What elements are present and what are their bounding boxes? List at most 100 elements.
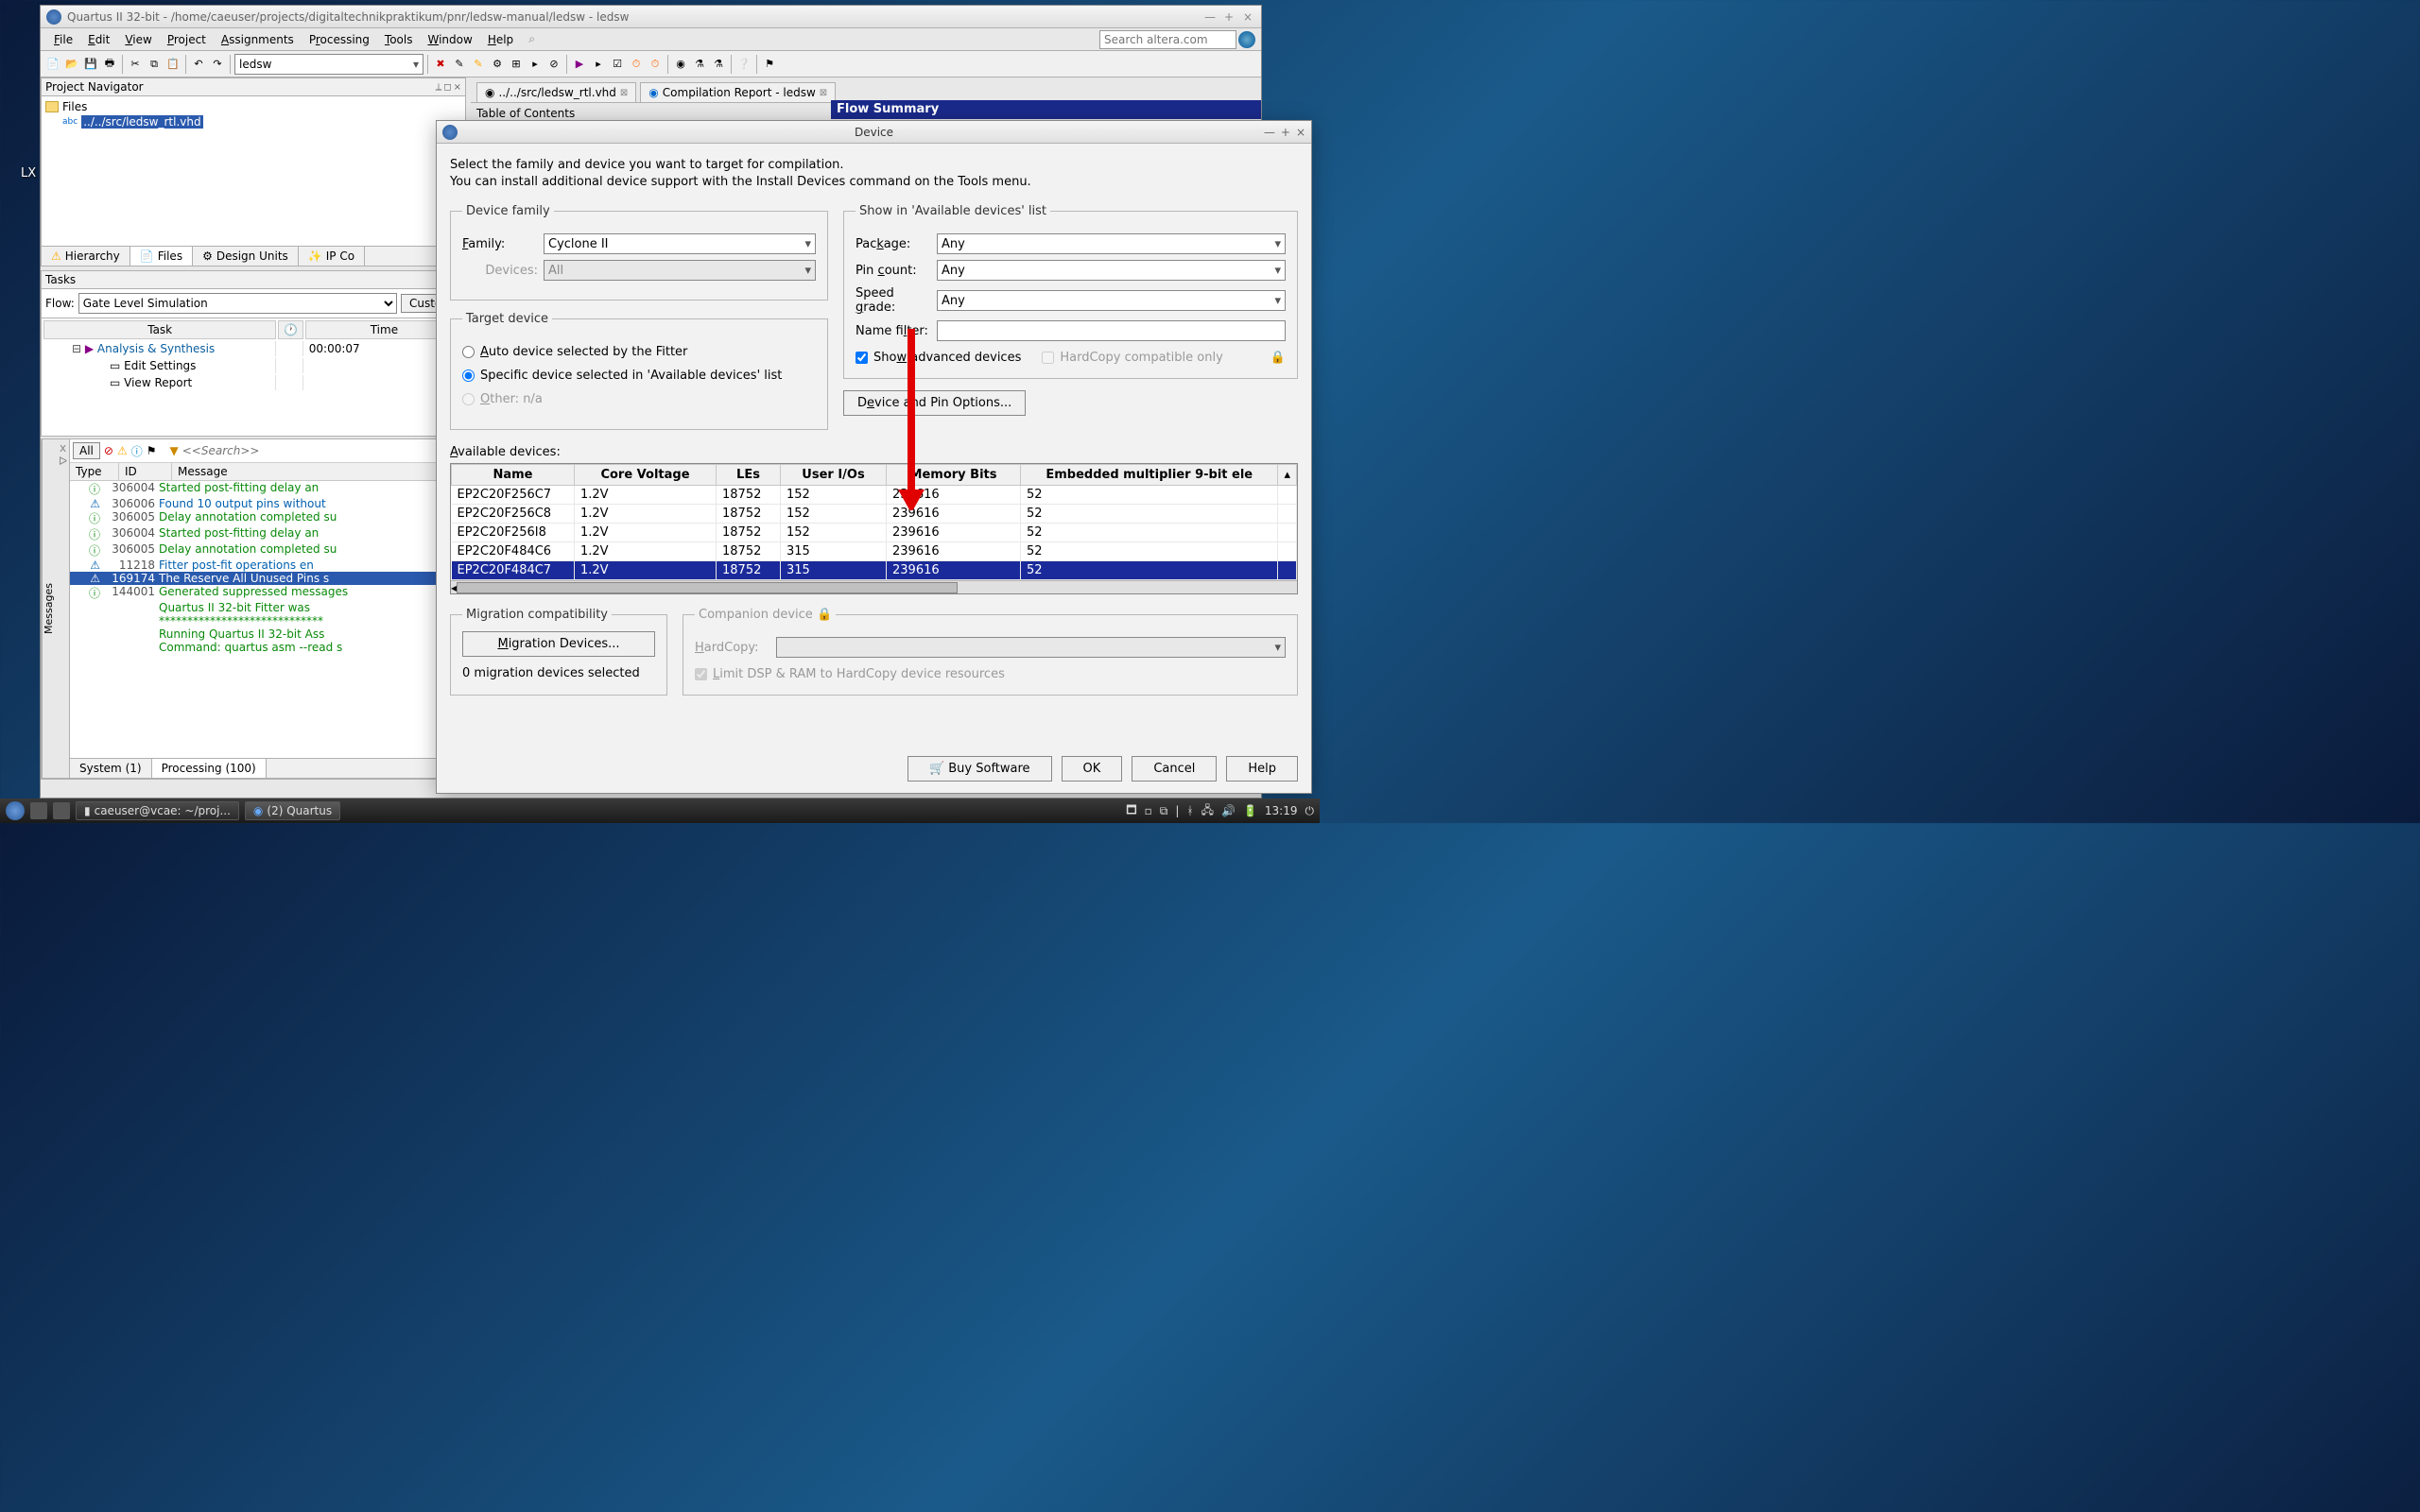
tb-ico-8[interactable]: ☑ bbox=[609, 56, 626, 73]
copy-icon[interactable]: ⧉ bbox=[146, 56, 163, 73]
project-tree[interactable]: Files abc../../src/ledsw_rtl.vhd bbox=[42, 96, 465, 132]
menu-assignments[interactable]: Assignments bbox=[214, 33, 302, 46]
flag-filter-icon[interactable]: ⚑ bbox=[147, 444, 157, 457]
menu-help[interactable]: Help bbox=[480, 33, 521, 46]
play-icon[interactable]: ▶ bbox=[571, 56, 588, 73]
new-icon[interactable]: 📄 bbox=[44, 56, 61, 73]
tb-ico-3[interactable]: ✎ bbox=[470, 56, 487, 73]
tab-processing[interactable]: Processing (100) bbox=[152, 759, 267, 778]
tb-ico-6[interactable]: ▸ bbox=[527, 56, 544, 73]
menu-file[interactable]: File bbox=[46, 33, 80, 46]
messages-all-button[interactable]: All bbox=[73, 442, 100, 459]
info-filter-icon[interactable]: ⓘ bbox=[131, 443, 143, 459]
flag-icon[interactable]: ⚑ bbox=[761, 56, 778, 73]
tab-close-icon[interactable]: ⊠ bbox=[620, 88, 628, 98]
tray-icon[interactable]: ⧉ bbox=[1160, 804, 1168, 818]
task-row[interactable]: ▭ Edit Settings bbox=[43, 358, 463, 373]
clock[interactable]: 13:19 bbox=[1265, 804, 1298, 817]
messages-list[interactable]: ⓘ306004Started post-fitting delay an⚠306… bbox=[70, 481, 465, 758]
speed-grade-select[interactable]: Any bbox=[937, 290, 1286, 311]
maximize-icon[interactable]: + bbox=[1221, 10, 1236, 24]
funnel-icon[interactable]: ▼ bbox=[170, 444, 179, 457]
menu-processing[interactable]: Processing bbox=[302, 33, 377, 46]
task-row[interactable]: ⊟ ▶ Analysis & Synthesis00:00:07 bbox=[43, 341, 463, 356]
tb-ico-2[interactable]: ✎ bbox=[451, 56, 468, 73]
close-icon[interactable]: × bbox=[1296, 126, 1305, 139]
tb-ico-1[interactable]: ✖ bbox=[432, 56, 449, 73]
start-menu-icon[interactable] bbox=[6, 801, 25, 820]
tb-ico-7[interactable]: ▸ bbox=[590, 56, 607, 73]
tab-hierarchy[interactable]: ⚠Hierarchy bbox=[42, 247, 130, 266]
flow-select[interactable]: Gate Level Simulation bbox=[78, 293, 397, 314]
volume-icon[interactable]: 🔊 bbox=[1221, 804, 1236, 817]
network-icon[interactable]: 🖧 bbox=[1201, 801, 1214, 821]
globe-icon[interactable] bbox=[1238, 31, 1255, 48]
migration-devices-button[interactable]: Migration Devices... bbox=[462, 631, 655, 657]
launcher-icon[interactable] bbox=[53, 802, 70, 819]
error-filter-icon[interactable]: ⊘ bbox=[104, 444, 113, 457]
warn-filter-icon[interactable]: ⚠ bbox=[117, 444, 128, 457]
launcher-icon[interactable] bbox=[30, 802, 47, 819]
panel-dock-icon[interactable]: ◻ bbox=[443, 82, 451, 93]
tab-vhd-file[interactable]: ◉../../src/ledsw_rtl.vhd⊠ bbox=[476, 82, 636, 102]
battery-icon[interactable]: 🔋 bbox=[1243, 804, 1257, 817]
maximize-icon[interactable]: + bbox=[1281, 126, 1290, 139]
bluetooth-icon[interactable]: ᚼ bbox=[1186, 804, 1193, 817]
redo-icon[interactable]: ↷ bbox=[209, 56, 226, 73]
task-row[interactable]: ▭ View Report bbox=[43, 375, 463, 390]
help-icon[interactable]: ❔ bbox=[735, 56, 752, 73]
pin-icon[interactable]: ⟂ bbox=[436, 82, 442, 93]
tab-files[interactable]: 📄Files bbox=[130, 247, 193, 266]
tab-close-icon[interactable]: ⊠ bbox=[820, 88, 827, 98]
taskbar-task-quartus[interactable]: ◉(2) Quartus bbox=[245, 801, 340, 820]
tray-icon[interactable]: ▫ bbox=[1145, 804, 1152, 817]
available-devices-table[interactable]: NameCore VoltageLEsUser I/OsMemory BitsE… bbox=[450, 463, 1298, 594]
name-filter-input[interactable] bbox=[937, 320, 1286, 341]
tree-file[interactable]: ../../src/ledsw_rtl.vhd bbox=[81, 115, 202, 129]
menu-search-icon[interactable]: ⌕ bbox=[521, 32, 543, 46]
tb-ico-4[interactable]: ⚙ bbox=[489, 56, 506, 73]
menu-project[interactable]: Project bbox=[160, 33, 214, 46]
messages-close-icon[interactable]: xᐅ bbox=[57, 439, 70, 778]
open-icon[interactable]: 📂 bbox=[63, 56, 80, 73]
print-icon[interactable]: 🖶 bbox=[101, 56, 118, 73]
tray-icon[interactable]: 🗖 bbox=[1126, 801, 1136, 821]
menu-tools[interactable]: Tools bbox=[377, 33, 421, 46]
taskbar-task-terminal[interactable]: ▮caeuser@vcae: ~/proj... bbox=[76, 801, 239, 820]
menu-view[interactable]: View bbox=[117, 33, 159, 46]
close-icon[interactable]: × bbox=[1240, 10, 1255, 24]
messages-search-input[interactable] bbox=[182, 444, 296, 457]
auto-device-radio[interactable] bbox=[462, 346, 475, 358]
specific-device-radio[interactable] bbox=[462, 369, 475, 382]
undo-icon[interactable]: ↶ bbox=[190, 56, 207, 73]
pin-count-select[interactable]: Any bbox=[937, 260, 1286, 281]
show-advanced-checkbox[interactable] bbox=[856, 352, 868, 364]
dialog-titlebar[interactable]: Device — + × bbox=[437, 121, 1311, 144]
tb-ico-5[interactable]: ⊞ bbox=[508, 56, 525, 73]
cut-icon[interactable]: ✂ bbox=[127, 56, 144, 73]
paste-icon[interactable]: 📋 bbox=[164, 56, 182, 73]
ok-button[interactable]: OK bbox=[1062, 756, 1123, 782]
package-select[interactable]: Any bbox=[937, 233, 1286, 254]
table-scrollbar[interactable]: ◂ bbox=[451, 580, 1297, 593]
tab-design-units[interactable]: ⚙Design Units bbox=[193, 247, 299, 266]
clock-icon-2[interactable]: ⏱ bbox=[647, 56, 664, 73]
search-altera-input[interactable] bbox=[1099, 30, 1236, 49]
clock-icon[interactable]: ⏱ bbox=[628, 56, 645, 73]
family-select[interactable]: Cyclone II bbox=[544, 233, 816, 254]
minimize-icon[interactable]: — bbox=[1264, 126, 1275, 139]
main-window-titlebar[interactable]: Quartus II 32-bit - /home/caeuser/projec… bbox=[41, 6, 1261, 28]
tb-ico-11[interactable]: ⚗ bbox=[710, 56, 727, 73]
minimize-icon[interactable]: — bbox=[1202, 10, 1218, 24]
help-button[interactable]: Help bbox=[1226, 756, 1298, 782]
buy-software-button[interactable]: 🛒Buy Software bbox=[908, 756, 1051, 782]
power-icon[interactable]: ⏻ bbox=[1305, 804, 1315, 818]
menu-edit[interactable]: Edit bbox=[80, 33, 117, 46]
device-pin-options-button[interactable]: Device and Pin Options... bbox=[843, 390, 1026, 416]
tb-ico-10[interactable]: ⚗ bbox=[691, 56, 708, 73]
tab-system[interactable]: System (1) bbox=[70, 759, 152, 778]
save-icon[interactable]: 💾 bbox=[82, 56, 99, 73]
tab-compilation-report[interactable]: ◉Compilation Report - ledsw⊠ bbox=[640, 82, 836, 102]
tab-ip[interactable]: ✨IP Co bbox=[299, 247, 365, 266]
cancel-button[interactable]: Cancel bbox=[1132, 756, 1217, 782]
